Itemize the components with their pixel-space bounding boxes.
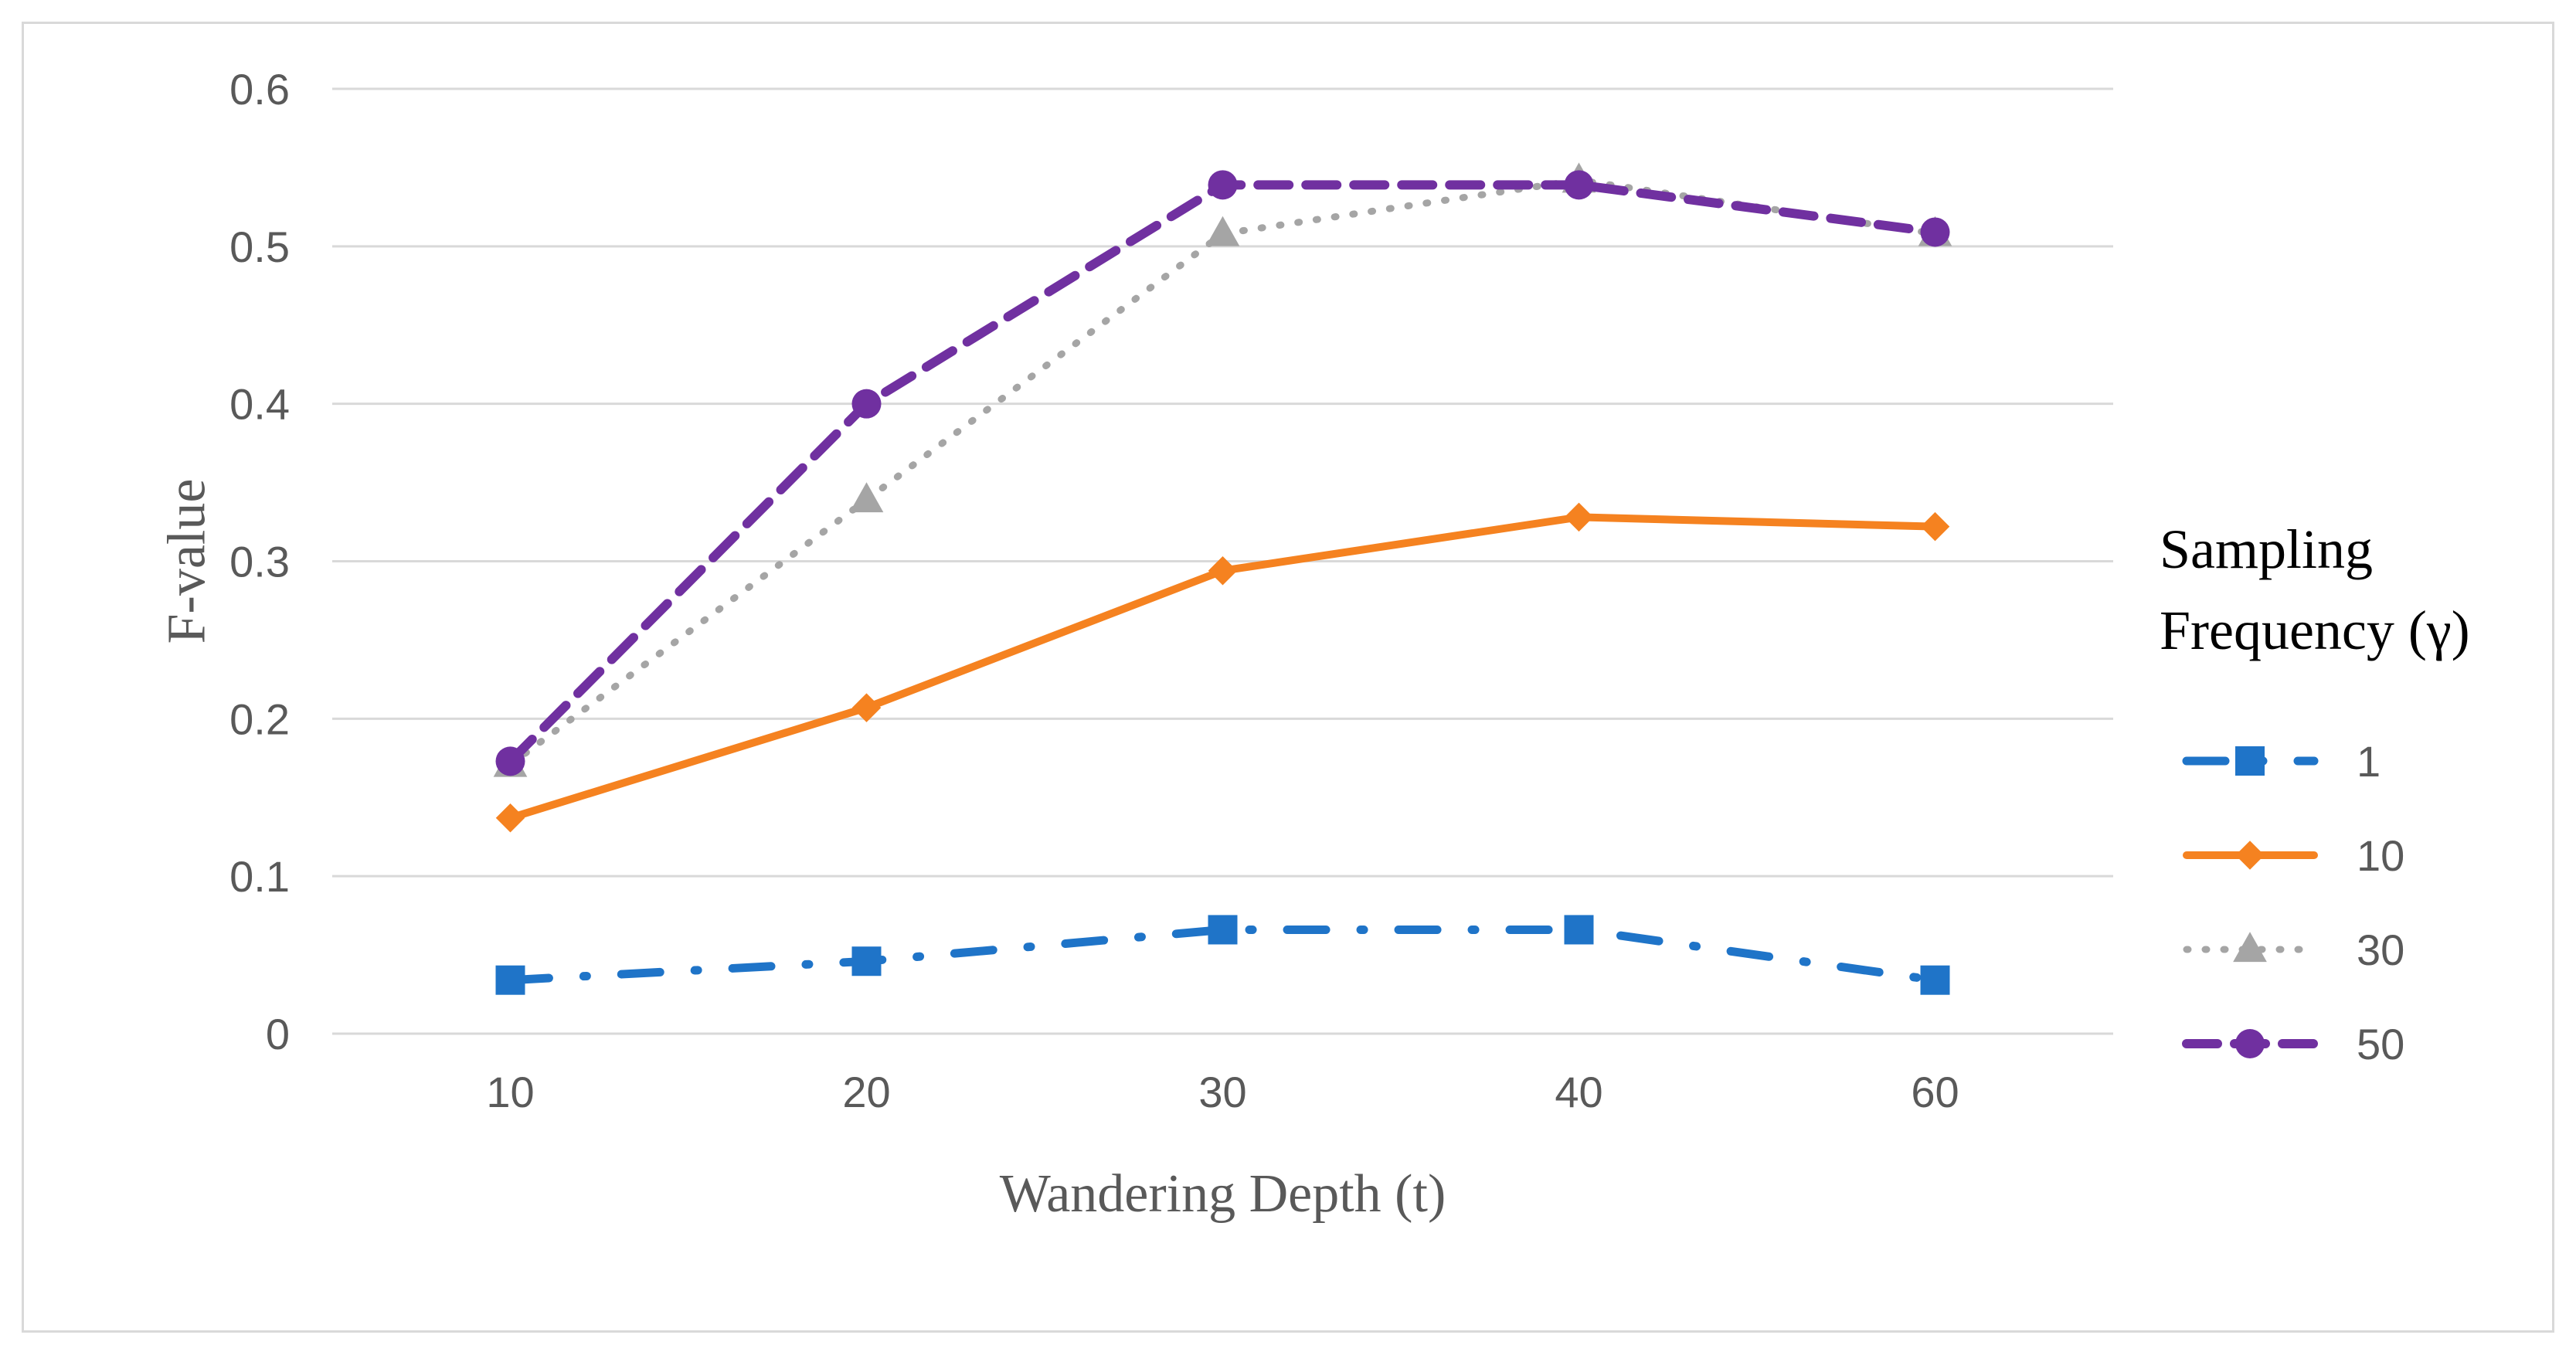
legend-item-50: 50: [2182, 1020, 2404, 1068]
legend-label: 50: [2357, 1020, 2404, 1068]
data-point: [1564, 915, 1594, 945]
legend: Sampling Frequency (γ) 1 10 30 50: [2160, 518, 2470, 1068]
data-point: [1920, 511, 1950, 542]
x-tick-label: 10: [486, 1068, 534, 1116]
y-tick-label: 0.2: [229, 695, 290, 743]
data-point: [1564, 170, 1594, 200]
legend-label: 10: [2357, 831, 2404, 880]
series-50: [495, 170, 1950, 776]
legend-label: 30: [2357, 926, 2404, 974]
legend-label: 1: [2357, 737, 2381, 786]
x-tick-label: 40: [1555, 1068, 1602, 1116]
x-tick-label: 30: [1198, 1068, 1246, 1116]
legend-marker: [2235, 841, 2265, 870]
legend-title-line: Frequency (γ): [2160, 599, 2470, 661]
series-line-1: [506, 925, 1939, 985]
data-point: [1920, 217, 1950, 247]
data-point: [1205, 216, 1240, 246]
x-axis-title: Wandering Depth (t): [1000, 1164, 1446, 1224]
legend-item-30: 30: [2183, 926, 2404, 974]
data-point: [495, 803, 525, 833]
series-line-30: [507, 176, 1939, 768]
series-10: [495, 502, 1950, 833]
y-tick-label: 0.4: [229, 380, 290, 429]
y-tick-label: 0.1: [229, 852, 290, 901]
data-point: [1208, 170, 1238, 200]
data-point: [851, 693, 882, 722]
data-point: [851, 389, 882, 419]
legend-marker: [2235, 746, 2265, 776]
y-tick-label: 0.5: [229, 222, 290, 271]
legend-item-10: 10: [2183, 831, 2404, 880]
data-point: [1208, 915, 1238, 945]
y-tick-label: 0: [266, 1010, 290, 1058]
data-point: [1208, 555, 1238, 586]
data-point: [495, 965, 525, 995]
x-tick-label: 60: [1911, 1068, 1959, 1116]
series-line-50: [505, 180, 1940, 766]
data-point: [495, 746, 525, 776]
x-tick-label: 20: [842, 1068, 890, 1116]
y-axis-title: F-value: [158, 479, 217, 644]
y-tick-label: 0.6: [229, 65, 290, 114]
legend-item-1: 1: [2182, 737, 2381, 786]
axes: 0 0.1 0.2 0.3 0.4 0.5 0.6 10 20 30 40 60: [229, 65, 1959, 1116]
legend-marker: [2235, 1029, 2265, 1058]
legend-marker: [2233, 932, 2267, 963]
chart-frame: [22, 22, 2554, 1333]
series-group: [493, 162, 1952, 995]
data-point: [849, 482, 884, 513]
series-1: [495, 915, 1950, 995]
y-tick-label: 0.3: [229, 538, 290, 586]
data-point: [851, 946, 882, 976]
gridlines: [332, 87, 2113, 1035]
data-point: [1920, 965, 1950, 995]
data-point: [1564, 502, 1594, 532]
series-30: [493, 162, 1952, 777]
legend-title-line: Sampling: [2160, 518, 2373, 580]
